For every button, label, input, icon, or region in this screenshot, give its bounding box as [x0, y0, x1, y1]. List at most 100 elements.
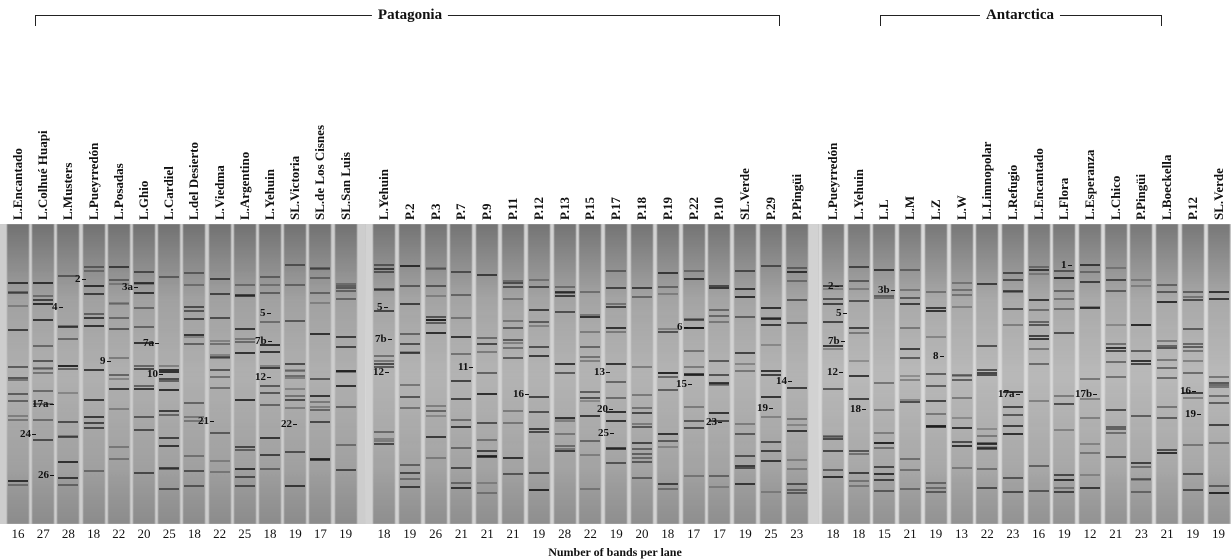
gel-band	[83, 426, 104, 429]
gel-band	[310, 277, 331, 280]
band-count: 19	[929, 526, 943, 541]
gel-band	[632, 296, 652, 299]
gel-band	[709, 321, 730, 324]
gel-band	[1157, 347, 1178, 350]
gel-band	[823, 468, 843, 471]
gel-band	[209, 471, 230, 474]
gel-band	[134, 306, 154, 309]
gel-band	[477, 491, 498, 494]
gel-band	[925, 310, 946, 313]
gel-band	[951, 466, 972, 469]
gel-lane	[476, 224, 499, 524]
gel-band	[1002, 290, 1023, 293]
lane-label: P.3	[427, 203, 443, 221]
gel-band	[1002, 414, 1023, 417]
band-marker: 17a	[998, 389, 1020, 400]
gel-band	[374, 430, 394, 433]
gel-band	[848, 331, 869, 334]
gel-band	[184, 310, 205, 313]
gel-band	[1182, 372, 1203, 375]
gel-lane	[398, 224, 421, 524]
gel-band	[8, 291, 28, 294]
gel-band	[451, 270, 472, 273]
lane-label: P.7	[453, 203, 469, 221]
gel-lane	[57, 224, 80, 524]
gel-band	[1080, 281, 1100, 284]
gel-band	[1054, 486, 1075, 489]
gel-band	[58, 324, 79, 327]
gel-band	[1157, 406, 1178, 409]
gel-band	[1157, 449, 1178, 452]
gel-band	[260, 437, 280, 440]
gel-band	[1054, 479, 1075, 482]
gel-band	[709, 315, 730, 318]
gel-band	[477, 392, 498, 395]
gel-band	[8, 282, 28, 285]
gel-band	[709, 359, 730, 362]
gel-band	[425, 322, 446, 325]
gel-band	[874, 408, 895, 411]
gel-band	[1002, 323, 1023, 326]
gel-band	[159, 436, 180, 439]
band-count: 12	[1083, 526, 1097, 541]
gel-band	[159, 414, 180, 417]
gel-lane	[208, 224, 231, 524]
gel-band	[83, 313, 104, 316]
gel-band	[209, 432, 230, 435]
band-count: 16	[1032, 526, 1046, 541]
band-count: 21	[903, 526, 917, 541]
band-marker: 4	[52, 302, 63, 313]
lane-label: L.Viedma	[211, 165, 227, 220]
gel-band	[108, 387, 129, 390]
gel-band	[1028, 337, 1049, 340]
gel-lane	[1207, 224, 1230, 524]
gel-band	[477, 371, 498, 374]
gel-band	[528, 472, 549, 475]
gel-band	[900, 458, 921, 461]
gel-band	[58, 367, 79, 370]
gel-panel-3	[819, 224, 1231, 524]
gel-band	[1208, 394, 1229, 397]
gel-band	[580, 415, 601, 418]
gel-band	[285, 484, 306, 487]
gel-band	[900, 374, 921, 377]
gel-band	[503, 327, 523, 330]
band-count: 21	[480, 526, 494, 541]
gel-band	[1131, 414, 1152, 417]
gel-band	[874, 295, 895, 298]
band-marker: 7b	[828, 336, 845, 347]
gel-band	[1002, 405, 1023, 408]
gel-band	[1028, 363, 1049, 366]
band-count: 23	[1134, 526, 1148, 541]
gel-band	[234, 337, 255, 340]
gel-band	[1105, 290, 1126, 293]
gel-band	[709, 373, 730, 376]
gel-band	[1028, 348, 1049, 351]
gel-band	[632, 407, 652, 410]
gel-band	[260, 391, 280, 394]
gel-band	[399, 463, 420, 466]
gel-band	[8, 365, 28, 368]
band-marker: 7b	[255, 336, 272, 347]
gel-band	[108, 301, 129, 304]
gel-band	[134, 291, 154, 294]
gel-band	[925, 486, 946, 489]
gel-band	[1002, 289, 1023, 292]
gel-band	[632, 423, 652, 425]
gel-band	[1080, 264, 1100, 267]
gel-band	[234, 485, 255, 488]
gel-lane	[579, 224, 602, 524]
gel-band	[1028, 400, 1049, 403]
gel-band	[823, 303, 843, 306]
gel-lane	[450, 224, 473, 524]
gel-band	[632, 394, 652, 397]
gel-band	[580, 291, 601, 294]
gel-band	[848, 279, 869, 282]
gel-band	[1054, 332, 1075, 335]
gel-band	[209, 357, 230, 360]
gel-band	[285, 369, 306, 372]
gel-band	[503, 319, 523, 322]
band-marker: 11	[458, 362, 473, 373]
gel-band	[580, 391, 601, 394]
gel-band	[786, 482, 807, 485]
